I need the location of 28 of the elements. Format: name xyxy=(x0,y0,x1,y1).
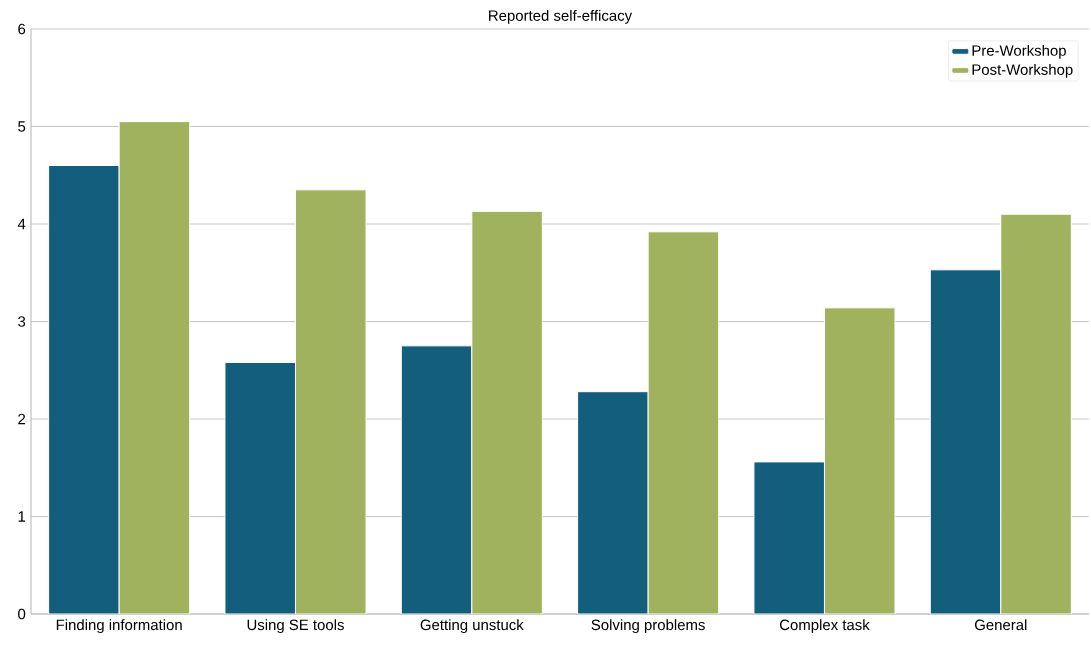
bar xyxy=(647,231,720,614)
legend-label: Pre-Workshop xyxy=(972,44,1066,59)
y-tick-label: 0 xyxy=(18,608,26,620)
bar xyxy=(577,391,649,614)
x-tick-label: Finding information xyxy=(56,619,182,634)
y-tick-label: 5 xyxy=(18,121,26,132)
y-tick-label: 2 xyxy=(18,413,26,425)
x-tick-label: Using SE tools xyxy=(247,619,344,634)
bar xyxy=(471,210,543,614)
bar xyxy=(400,345,473,614)
y-tick-label: 3 xyxy=(18,316,26,327)
bar xyxy=(1000,213,1072,614)
bar xyxy=(823,307,896,614)
bar xyxy=(294,189,367,614)
bar xyxy=(224,361,296,614)
x-tick-label: Getting unstuck xyxy=(420,619,524,634)
x-tick-label: Solving problems xyxy=(591,619,705,634)
x-tick-label: General xyxy=(974,619,1027,631)
x-tick-label: Complex task xyxy=(779,619,870,634)
bar xyxy=(753,461,825,614)
legend-label: Post-Workshop xyxy=(972,63,1073,78)
y-tick-label: 1 xyxy=(18,511,26,522)
y-tick-label: 4 xyxy=(17,218,26,230)
bar xyxy=(48,165,120,614)
bar xyxy=(929,269,1002,614)
bar xyxy=(118,121,191,614)
chart-title: Reported self-efficacy xyxy=(489,9,633,24)
y-tick-label: 6 xyxy=(18,23,26,35)
